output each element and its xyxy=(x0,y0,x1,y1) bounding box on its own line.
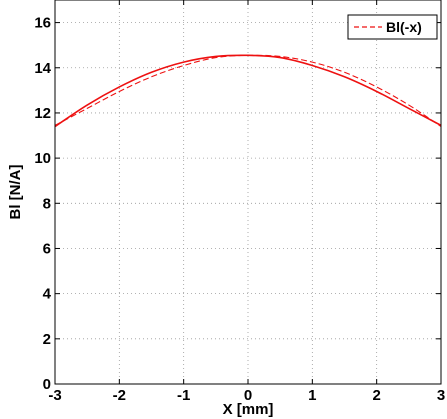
x-tick-label: 0 xyxy=(244,387,252,404)
x-tick-label: 3 xyxy=(437,387,445,404)
y-tick-label: 16 xyxy=(34,15,51,32)
y-tick-label: 2 xyxy=(43,331,51,348)
x-tick-label: -2 xyxy=(113,387,126,404)
x-axis-label: X [mm] xyxy=(223,401,274,418)
x-tick-label: 1 xyxy=(308,387,316,404)
y-tick-label: 0 xyxy=(43,376,51,393)
y-tick-label: 6 xyxy=(43,240,51,257)
y-tick-label: 12 xyxy=(34,105,51,122)
y-tick-label: 8 xyxy=(43,195,51,212)
y-tick-label: 4 xyxy=(43,286,52,303)
series-layer xyxy=(54,54,442,128)
legend: Bl(-x) xyxy=(347,14,438,40)
x-tick-label: -1 xyxy=(177,387,190,404)
y-tick-label: 14 xyxy=(34,60,51,77)
y-tick-label: 10 xyxy=(34,150,51,167)
series-line-bl-neg-x xyxy=(54,54,442,127)
legend-label-bl-neg-x: Bl(-x) xyxy=(386,19,422,35)
y-axis-label: Bl [N/A] xyxy=(7,165,24,220)
x-tick-label: -3 xyxy=(48,387,61,404)
x-tick-label: 2 xyxy=(372,387,380,404)
